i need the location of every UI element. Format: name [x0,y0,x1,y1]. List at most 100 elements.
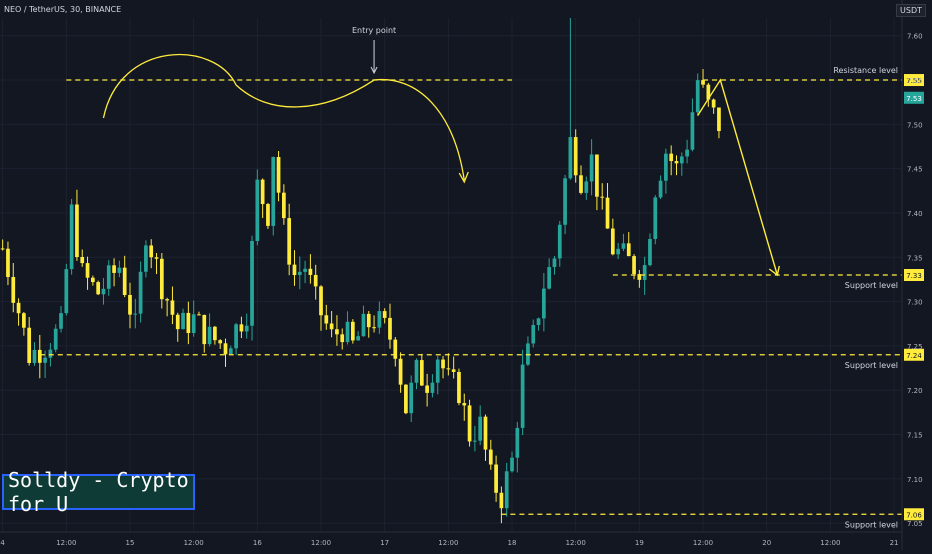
candle-body [128,294,132,315]
y-tick-label: 7.50 [907,121,923,129]
candle-body [159,258,164,300]
candle-body [674,161,679,164]
projection-arrowhead [768,265,780,277]
candle-body [43,357,47,363]
y-tick-label: 7.30 [907,299,923,307]
y-tick-label: 7.55 [907,77,923,85]
candle-body [223,343,228,355]
candle-body [186,312,191,333]
candle-body [541,288,546,319]
candle-body [250,241,254,326]
candle-body [621,243,626,249]
x-tick-label: 20 [762,539,771,547]
candle-body [446,368,451,370]
candle-body [133,313,138,315]
candle-body [144,245,148,272]
candle-body [494,464,498,493]
candle-body [138,271,143,314]
candle-body [345,321,350,343]
x-tick-label: 17 [380,539,389,547]
candle-body [213,326,217,341]
resistance-label: Resistance level [833,66,898,75]
candle-body [600,196,605,198]
candle-body [584,181,589,193]
candle-body [568,137,573,179]
candle-body [340,334,345,343]
candle-body [175,314,180,330]
y-tick-label: 7.20 [907,387,923,395]
y-tick-label: 7.25 [907,343,923,351]
candle-body [329,323,334,330]
candle-body [536,318,541,325]
candle-body [419,360,424,386]
candle-body [393,339,398,359]
candle-body [350,321,355,341]
candle-body [255,179,260,242]
candle-body [377,311,382,328]
candle-body [59,313,63,329]
candle-body [16,302,21,314]
candle-body [706,84,711,100]
candle-body [478,416,483,441]
hand-drawn-curve [102,54,465,181]
candle-body [563,178,567,225]
brand-watermark: Solldy - Crypto for U [2,468,195,516]
current-price-tag: 7.53 [906,95,922,103]
candle-body [48,349,53,358]
candle-body [441,359,445,369]
candle-body [499,492,504,509]
candle-body [642,265,647,280]
candle-body [324,315,329,324]
candle-body [165,299,169,301]
candle-body [85,263,90,278]
candle-body [32,349,37,363]
candle-body [22,313,26,328]
candle-body [605,197,610,229]
candle-body [228,348,233,355]
support-price-tag-bg [904,348,924,361]
candle-body [557,224,562,259]
candle-body [717,107,721,132]
candle-body [632,256,636,275]
support-price-tag: 7.06 [906,511,922,519]
candle-body [106,265,111,289]
resistance-price-tag-bg [904,74,924,87]
candle-body [637,274,642,280]
candle-body [695,80,700,113]
entry-point-label: Entry point [352,26,396,35]
currency-label[interactable]: USDT [896,4,926,17]
projection-arrow [697,78,778,276]
candle-body [404,384,408,414]
candle-body [276,157,281,193]
candle-body [526,343,530,365]
candle-body [287,218,292,265]
candle-body [112,265,116,273]
resistance-price-tag: 7.55 [906,77,922,85]
candle-body [414,360,419,383]
annotations: Resistance level 7.55 Support level 7.33 Sup… [39,26,924,529]
candle-body [117,267,122,273]
candle-body [239,324,244,332]
candle-body [96,282,101,295]
candle-body [303,268,307,272]
candle-body [589,154,594,182]
y-tick-label: 7.60 [907,33,923,41]
candle-body [69,204,74,270]
support-price-tag-bg [904,269,924,281]
candle-body [154,257,159,259]
candle-body [313,274,318,287]
candle-body [122,267,127,295]
candle-body [202,314,207,345]
entry-arrowhead [370,66,378,75]
y-tick-label: 7.15 [907,432,923,440]
candle-body [149,245,154,258]
candle-body [409,382,414,414]
support-label: Support level [845,520,898,529]
candle-body [319,286,323,316]
candle-body [207,326,212,345]
candle-body [181,312,185,330]
x-tick-label: 21 [890,539,899,547]
candle-body [292,264,297,276]
curve-arrowhead [458,171,469,184]
